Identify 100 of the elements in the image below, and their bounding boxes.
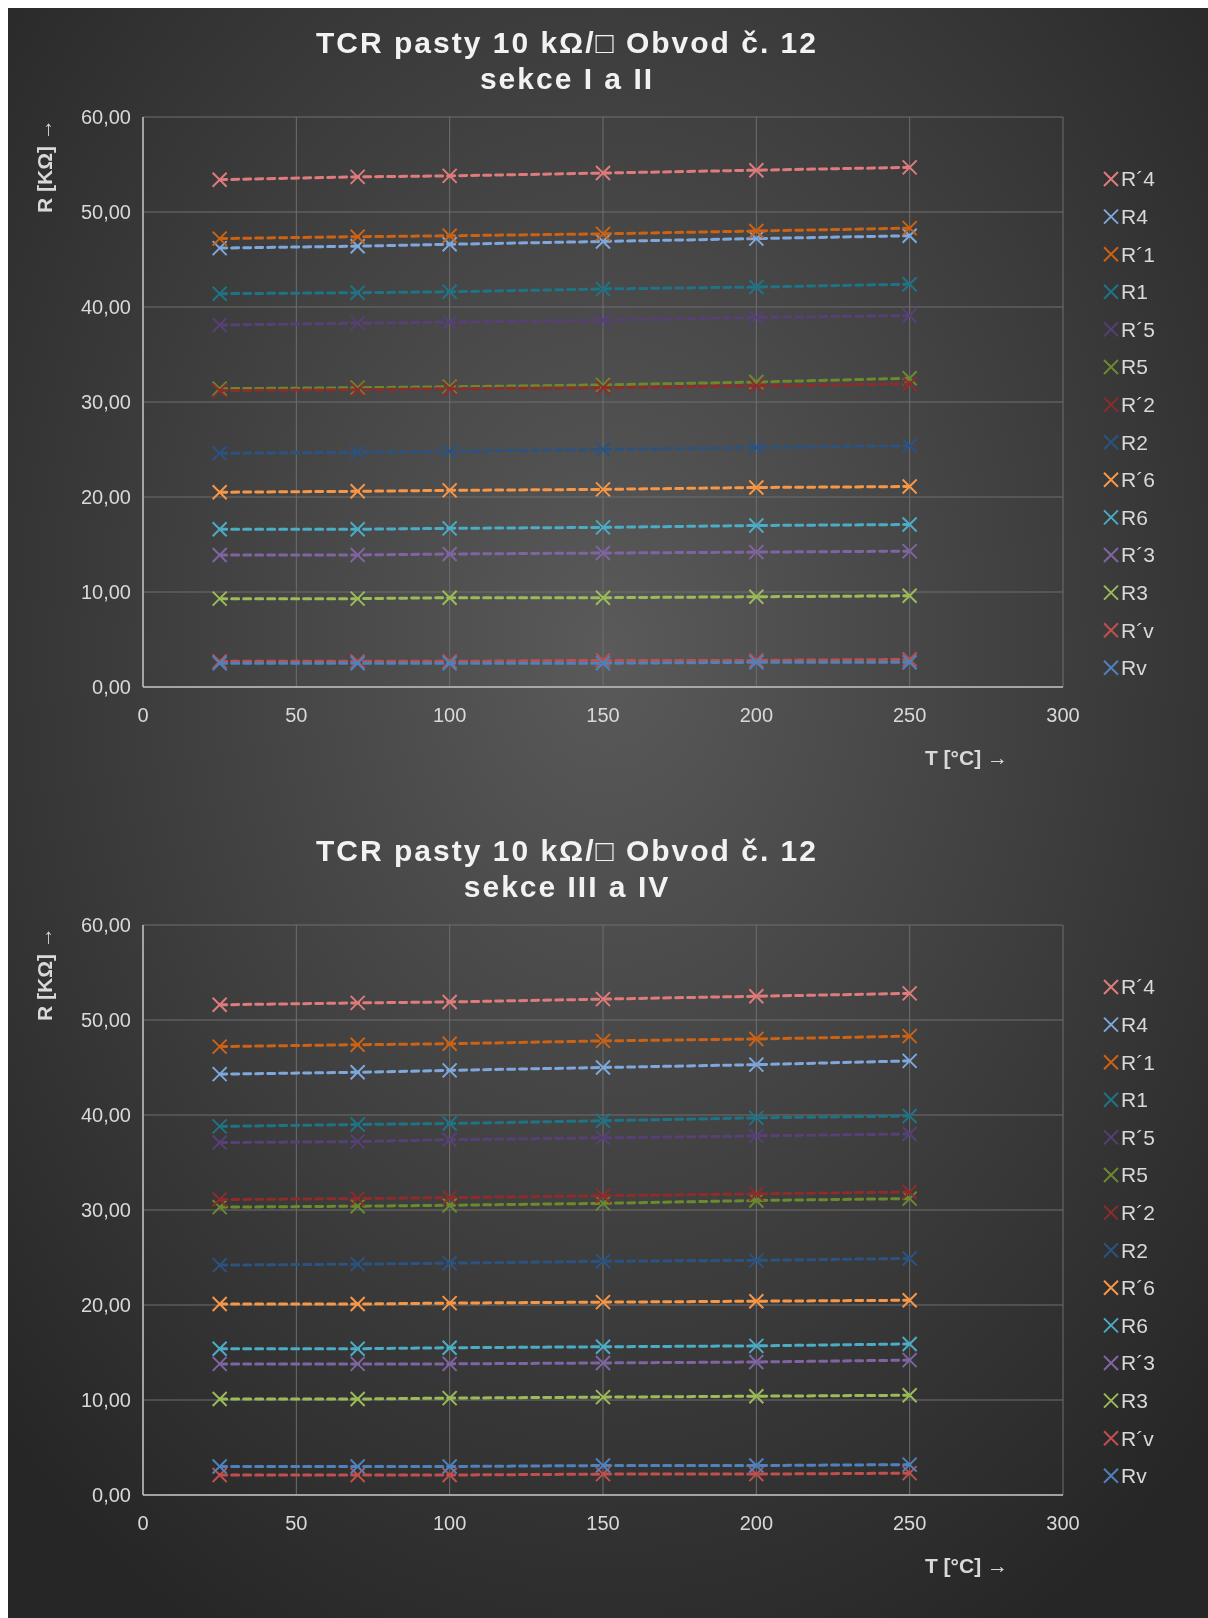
y-tick-label: 50,00	[80, 201, 131, 223]
point	[211, 1340, 228, 1357]
point	[441, 227, 458, 244]
point	[211, 1118, 228, 1135]
point	[748, 439, 765, 456]
point	[901, 1052, 918, 1069]
point	[441, 1189, 458, 1206]
point	[748, 479, 765, 496]
point	[349, 1340, 366, 1357]
point	[901, 227, 918, 244]
legend-label: R´6	[1121, 468, 1155, 492]
point	[349, 1116, 366, 1133]
point	[595, 233, 611, 250]
point	[748, 1252, 765, 1269]
point	[349, 1036, 366, 1053]
point	[901, 220, 918, 237]
point	[349, 1296, 366, 1313]
point	[748, 1457, 765, 1474]
point	[211, 1038, 228, 1055]
point	[595, 519, 611, 536]
point	[349, 1133, 366, 1150]
point	[349, 1190, 366, 1207]
legend-label: R´1	[1121, 242, 1155, 266]
y-tick-label: 20,00	[80, 486, 131, 508]
point	[748, 230, 765, 247]
point	[595, 280, 611, 297]
point	[211, 1391, 228, 1408]
point	[349, 521, 366, 538]
point	[748, 1388, 765, 1405]
legend-label: R´5	[1121, 317, 1155, 341]
point	[211, 1296, 228, 1313]
point	[901, 1335, 918, 1352]
legend-label: R6	[1121, 1313, 1148, 1337]
y-tick-label: 30,00	[80, 1199, 131, 1221]
x-tick-label: 100	[432, 1512, 467, 1534]
legend-label: R´1	[1121, 1050, 1155, 1074]
point	[901, 1465, 918, 1482]
point	[441, 314, 458, 331]
point	[441, 1115, 458, 1132]
point	[595, 1059, 611, 1076]
point	[595, 481, 611, 498]
point	[441, 1255, 458, 1272]
point	[748, 162, 765, 179]
legend-label: R4	[1121, 204, 1149, 228]
legend-label: Rv	[1121, 1464, 1148, 1488]
x-tick-label: 100	[432, 704, 467, 726]
point	[441, 482, 458, 499]
legend-label: R´4	[1121, 167, 1156, 191]
legend-label: Rv	[1121, 656, 1148, 680]
legend-label: R´3	[1121, 543, 1155, 567]
point	[748, 588, 765, 605]
point	[901, 1387, 918, 1404]
point	[349, 1458, 366, 1475]
point	[901, 1107, 918, 1124]
point	[748, 517, 765, 534]
point	[211, 521, 228, 538]
point	[748, 1185, 765, 1202]
x-axis-title: T [°C] →	[924, 1554, 1008, 1577]
x-tick-label: 300	[1046, 1512, 1080, 1534]
point	[349, 1064, 366, 1081]
point	[441, 1035, 458, 1052]
point	[211, 1134, 228, 1151]
legend-label: R5	[1121, 1163, 1148, 1187]
point	[441, 1355, 458, 1372]
point	[349, 994, 366, 1011]
y-tick-label: 60,00	[80, 914, 131, 936]
point	[748, 1354, 765, 1370]
point	[349, 238, 366, 255]
point	[901, 1028, 918, 1045]
point	[748, 309, 765, 326]
point	[441, 1197, 458, 1214]
point	[595, 991, 611, 1008]
y-tick-label: 0,00	[92, 676, 131, 698]
point	[441, 1131, 458, 1148]
legend-label: R´6	[1121, 1276, 1155, 1300]
point	[901, 375, 918, 392]
point	[211, 1257, 228, 1274]
legend-label: R1	[1121, 1088, 1148, 1112]
legend-label: R´5	[1121, 1125, 1155, 1149]
point	[349, 590, 366, 607]
point	[901, 437, 918, 454]
point	[211, 1355, 228, 1372]
point	[441, 1339, 458, 1356]
point	[748, 279, 765, 296]
chart-subtitle: sekce I a II	[479, 62, 655, 95]
point	[441, 1458, 458, 1475]
point	[901, 307, 918, 324]
point	[595, 589, 611, 606]
point	[441, 236, 458, 253]
point	[748, 988, 765, 1005]
point	[595, 1112, 611, 1129]
y-axis-title: R [KΩ] →	[33, 927, 56, 1021]
point	[349, 1198, 366, 1215]
point	[748, 1109, 765, 1126]
point	[349, 1256, 366, 1273]
point	[441, 167, 458, 184]
point	[595, 545, 611, 562]
point	[901, 276, 918, 293]
y-tick-label: 0,00	[92, 1484, 131, 1506]
point	[441, 589, 458, 606]
